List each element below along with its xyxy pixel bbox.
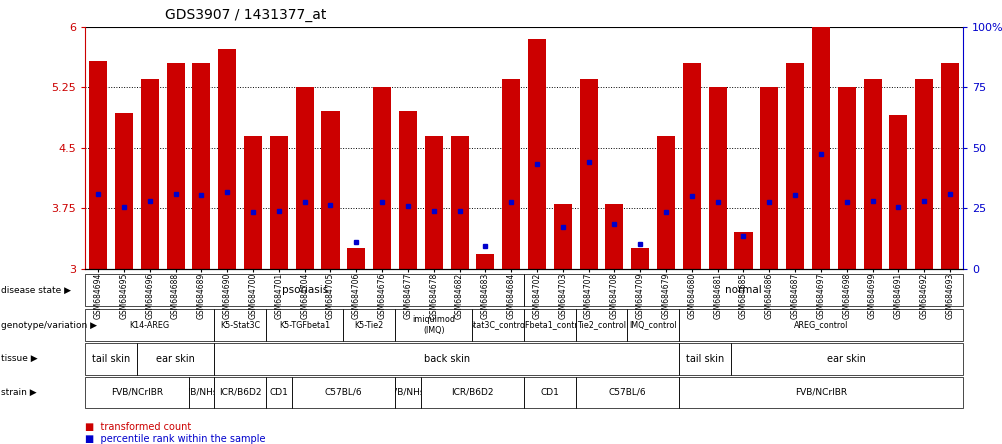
Text: normal: normal xyxy=(724,285,762,295)
Text: CD1: CD1 xyxy=(270,388,288,397)
Bar xyxy=(115,113,133,269)
Text: FVB/NCrIBR: FVB/NCrIBR xyxy=(110,388,162,397)
Text: tail skin: tail skin xyxy=(685,354,723,364)
Bar xyxy=(863,79,881,269)
Bar xyxy=(450,135,468,269)
Bar xyxy=(373,87,391,269)
Text: back skin: back skin xyxy=(423,354,469,364)
Text: ■  transformed count: ■ transformed count xyxy=(85,422,191,432)
Text: ICR/B6D2: ICR/B6D2 xyxy=(218,388,262,397)
Text: K5-Stat3C: K5-Stat3C xyxy=(219,321,260,329)
Bar xyxy=(527,39,545,269)
Text: ■  percentile rank within the sample: ■ percentile rank within the sample xyxy=(85,434,266,444)
Bar xyxy=(940,63,958,269)
Text: tissue ▶: tissue ▶ xyxy=(1,354,38,363)
Text: AREG_control: AREG_control xyxy=(793,321,848,329)
Text: Stat3C_control: Stat3C_control xyxy=(468,321,527,329)
Text: ICR/B6D2: ICR/B6D2 xyxy=(451,388,493,397)
Bar xyxy=(192,63,210,269)
Bar xyxy=(553,204,571,269)
Bar xyxy=(296,87,314,269)
Text: genotype/variation ▶: genotype/variation ▶ xyxy=(1,321,97,329)
Bar xyxy=(760,87,778,269)
Bar xyxy=(218,49,236,269)
Bar xyxy=(733,232,752,269)
Text: K5-Tie2: K5-Tie2 xyxy=(355,321,384,329)
Text: disease state ▶: disease state ▶ xyxy=(1,286,71,295)
Text: strain ▶: strain ▶ xyxy=(1,388,37,397)
Bar xyxy=(579,79,597,269)
Bar xyxy=(424,135,442,269)
Text: FVB/NHsd: FVB/NHsd xyxy=(386,388,430,397)
Bar xyxy=(656,135,674,269)
Text: IMQ_control: IMQ_control xyxy=(628,321,676,329)
Bar xyxy=(321,111,339,269)
Bar xyxy=(166,63,184,269)
Text: FVB/NCrIBR: FVB/NCrIBR xyxy=(794,388,846,397)
Text: CD1: CD1 xyxy=(540,388,559,397)
Bar xyxy=(786,63,804,269)
Bar xyxy=(399,111,417,269)
Bar xyxy=(630,249,648,269)
Bar xyxy=(270,135,288,269)
Bar xyxy=(682,63,700,269)
Text: K14-AREG: K14-AREG xyxy=(129,321,169,329)
Bar xyxy=(243,135,262,269)
Text: tail skin: tail skin xyxy=(92,354,130,364)
Bar xyxy=(837,87,855,269)
Text: FVB/NHsd: FVB/NHsd xyxy=(179,388,223,397)
Bar xyxy=(476,254,494,269)
Bar xyxy=(140,79,158,269)
Bar xyxy=(347,249,365,269)
Text: ear skin: ear skin xyxy=(156,354,194,364)
Text: K5-TGFbeta1: K5-TGFbeta1 xyxy=(279,321,330,329)
Text: imiquimod
(IMQ): imiquimod (IMQ) xyxy=(412,315,455,335)
Text: C57BL/6: C57BL/6 xyxy=(608,388,645,397)
Text: TGFbeta1_control: TGFbeta1_control xyxy=(514,321,585,329)
Bar xyxy=(89,60,107,269)
Bar xyxy=(502,79,520,269)
Text: ear skin: ear skin xyxy=(827,354,866,364)
Bar xyxy=(811,27,829,269)
Bar xyxy=(708,87,726,269)
Text: C57BL/6: C57BL/6 xyxy=(325,388,362,397)
Text: Tie2_control: Tie2_control xyxy=(576,321,625,329)
Bar xyxy=(914,79,932,269)
Text: psoriasis: psoriasis xyxy=(282,285,328,295)
Bar xyxy=(605,204,623,269)
Text: GDS3907 / 1431377_at: GDS3907 / 1431377_at xyxy=(165,8,327,22)
Bar xyxy=(889,115,907,269)
